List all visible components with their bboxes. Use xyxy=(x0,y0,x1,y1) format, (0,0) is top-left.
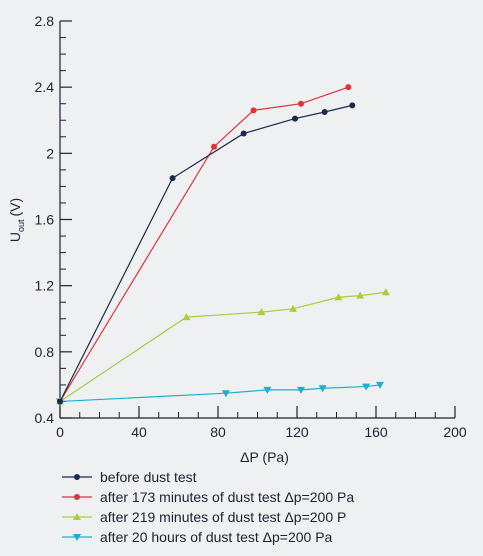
data-point xyxy=(296,386,305,394)
x-tick-label: 120 xyxy=(285,424,309,440)
legend-label: before dust test xyxy=(100,469,197,485)
y-axis-title-unit: (V) xyxy=(7,198,23,217)
y-axis-title-main: U xyxy=(7,232,23,242)
axes: 0.4 0.8 1.2 1.6 2 2.4 2.8 0 40 80 120 160 200 xyxy=(35,13,467,440)
legend-item-2: after 173 minutes of dust test Δp=200 Pa xyxy=(62,489,354,505)
y-tick-label: 2.4 xyxy=(35,79,55,95)
y-tick-label: 2.8 xyxy=(35,13,55,29)
legend-label: after 20 hours of dust test Δp=200 Pa xyxy=(100,529,333,545)
y-axis-title-sub: out xyxy=(16,219,26,232)
legend-label: after 219 minutes of dust test Δp=200 P xyxy=(100,509,346,525)
data-point xyxy=(289,304,298,312)
series-line xyxy=(59,384,381,403)
data-point xyxy=(292,115,299,122)
data-point xyxy=(375,381,384,389)
legend-marker xyxy=(73,513,81,520)
series-4 xyxy=(56,381,384,406)
legend-label: after 173 minutes of dust test Δp=200 Pa xyxy=(100,489,354,505)
data-point xyxy=(250,107,257,114)
x-tick-label: 40 xyxy=(131,424,147,440)
data-point xyxy=(211,143,218,150)
series-1 xyxy=(57,102,356,405)
data-point xyxy=(321,108,328,115)
data-point xyxy=(257,308,266,316)
y-tick-label: 2 xyxy=(46,145,54,161)
x-tick-label: 200 xyxy=(443,424,467,440)
data-point xyxy=(362,383,371,391)
legend-marker xyxy=(74,494,80,500)
legend: before dust test after 173 minutes of dus… xyxy=(62,469,354,545)
y-tick-label: 0.4 xyxy=(35,410,55,426)
data-point xyxy=(169,175,176,182)
series-2 xyxy=(57,84,352,405)
legend-item-3: after 219 minutes of dust test Δp=200 P xyxy=(62,509,346,525)
data-point xyxy=(318,385,327,393)
x-tick-label: 160 xyxy=(364,424,388,440)
data-point xyxy=(349,102,356,109)
data-point xyxy=(182,313,191,321)
series-line xyxy=(59,86,349,402)
legend-marker xyxy=(73,534,81,541)
y-tick-label: 0.8 xyxy=(35,344,55,360)
series-layer xyxy=(56,84,390,406)
x-tick-label: 80 xyxy=(210,424,226,440)
data-point xyxy=(263,386,272,394)
data-point xyxy=(240,130,247,137)
legend-item-1: before dust test xyxy=(62,469,197,485)
y-tick-label: 1.2 xyxy=(35,278,55,294)
x-axis-title: ΔP (Pa) xyxy=(240,449,289,465)
series-line xyxy=(59,104,353,402)
y-axis-title-text: Uout (V) xyxy=(7,198,26,242)
data-point xyxy=(356,291,365,299)
y-axis-title: Uout (V) xyxy=(7,198,26,242)
data-point xyxy=(297,100,304,107)
legend-marker xyxy=(74,474,80,480)
series-line xyxy=(59,291,386,402)
data-point xyxy=(221,390,230,398)
y-tick-label: 1.6 xyxy=(35,212,55,228)
data-point xyxy=(334,293,343,301)
data-point xyxy=(57,398,63,405)
data-point xyxy=(345,84,352,91)
legend-item-4: after 20 hours of dust test Δp=200 Pa xyxy=(62,529,333,545)
x-tick-label: 0 xyxy=(56,424,64,440)
data-point xyxy=(381,288,390,296)
